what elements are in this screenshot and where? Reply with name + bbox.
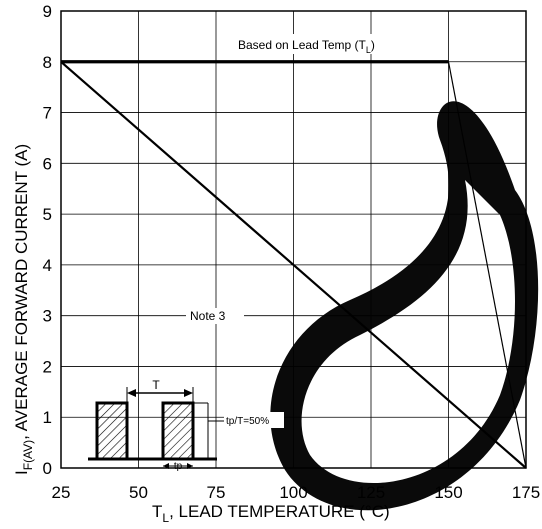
y-tick-label-0: 0 (43, 459, 52, 478)
pulse-waveform-inset: T tp (88, 378, 224, 472)
y-tick-label-5: 5 (43, 205, 52, 224)
x-tick-labels: 25 50 75 100 125 150 175 (52, 483, 541, 502)
pulse-1 (95, 401, 129, 461)
duty-cycle-annotation: tp/T=50% (226, 416, 269, 427)
note3-label-bg (186, 308, 244, 324)
series-line-1 (60, 60, 527, 469)
y-tick-labels: 0 1 2 3 4 5 6 7 8 9 (43, 2, 52, 478)
x-tick-label-6: 175 (512, 483, 540, 502)
y-tick-label-2: 2 (43, 357, 52, 376)
y-tick-label-9: 9 (43, 2, 52, 21)
x-tick-label-0: 25 (52, 483, 71, 502)
plot-frame (60, 10, 527, 469)
series-0-derating-segment (447, 61, 527, 469)
y-tick-label-8: 8 (43, 53, 52, 72)
x-tick-label-3: 100 (279, 483, 307, 502)
y-tick-label-6: 6 (43, 154, 52, 173)
lead-temp-label-bg (232, 34, 422, 54)
y-tick-label-4: 4 (43, 256, 52, 275)
period-label: T (152, 378, 160, 392)
watermark-decoration (270, 101, 539, 511)
pulse-width-label: tp (174, 461, 183, 472)
x-tick-label-1: 50 (129, 483, 148, 502)
x-tick-label-2: 75 (207, 483, 226, 502)
duty-label-bg (224, 412, 284, 428)
pulse-2 (161, 401, 195, 461)
x-axis-label: TL, LEAD TEMPERATURE (°C) (152, 502, 390, 525)
lead-temp-annotation: Based on Lead Temp (TL) (238, 38, 375, 55)
note3-annotation: Note 3 (190, 309, 226, 323)
x-tick-label-4: 125 (357, 483, 385, 502)
y-tick-label-7: 7 (43, 104, 52, 123)
y-axis-label: IF(AV), AVERAGE FORWARD CURRENT (A) (12, 144, 35, 475)
x-tick-label-5: 150 (434, 483, 462, 502)
y-tick-label-3: 3 (43, 307, 52, 326)
y-tick-label-1: 1 (43, 408, 52, 427)
data-series (60, 60, 527, 469)
